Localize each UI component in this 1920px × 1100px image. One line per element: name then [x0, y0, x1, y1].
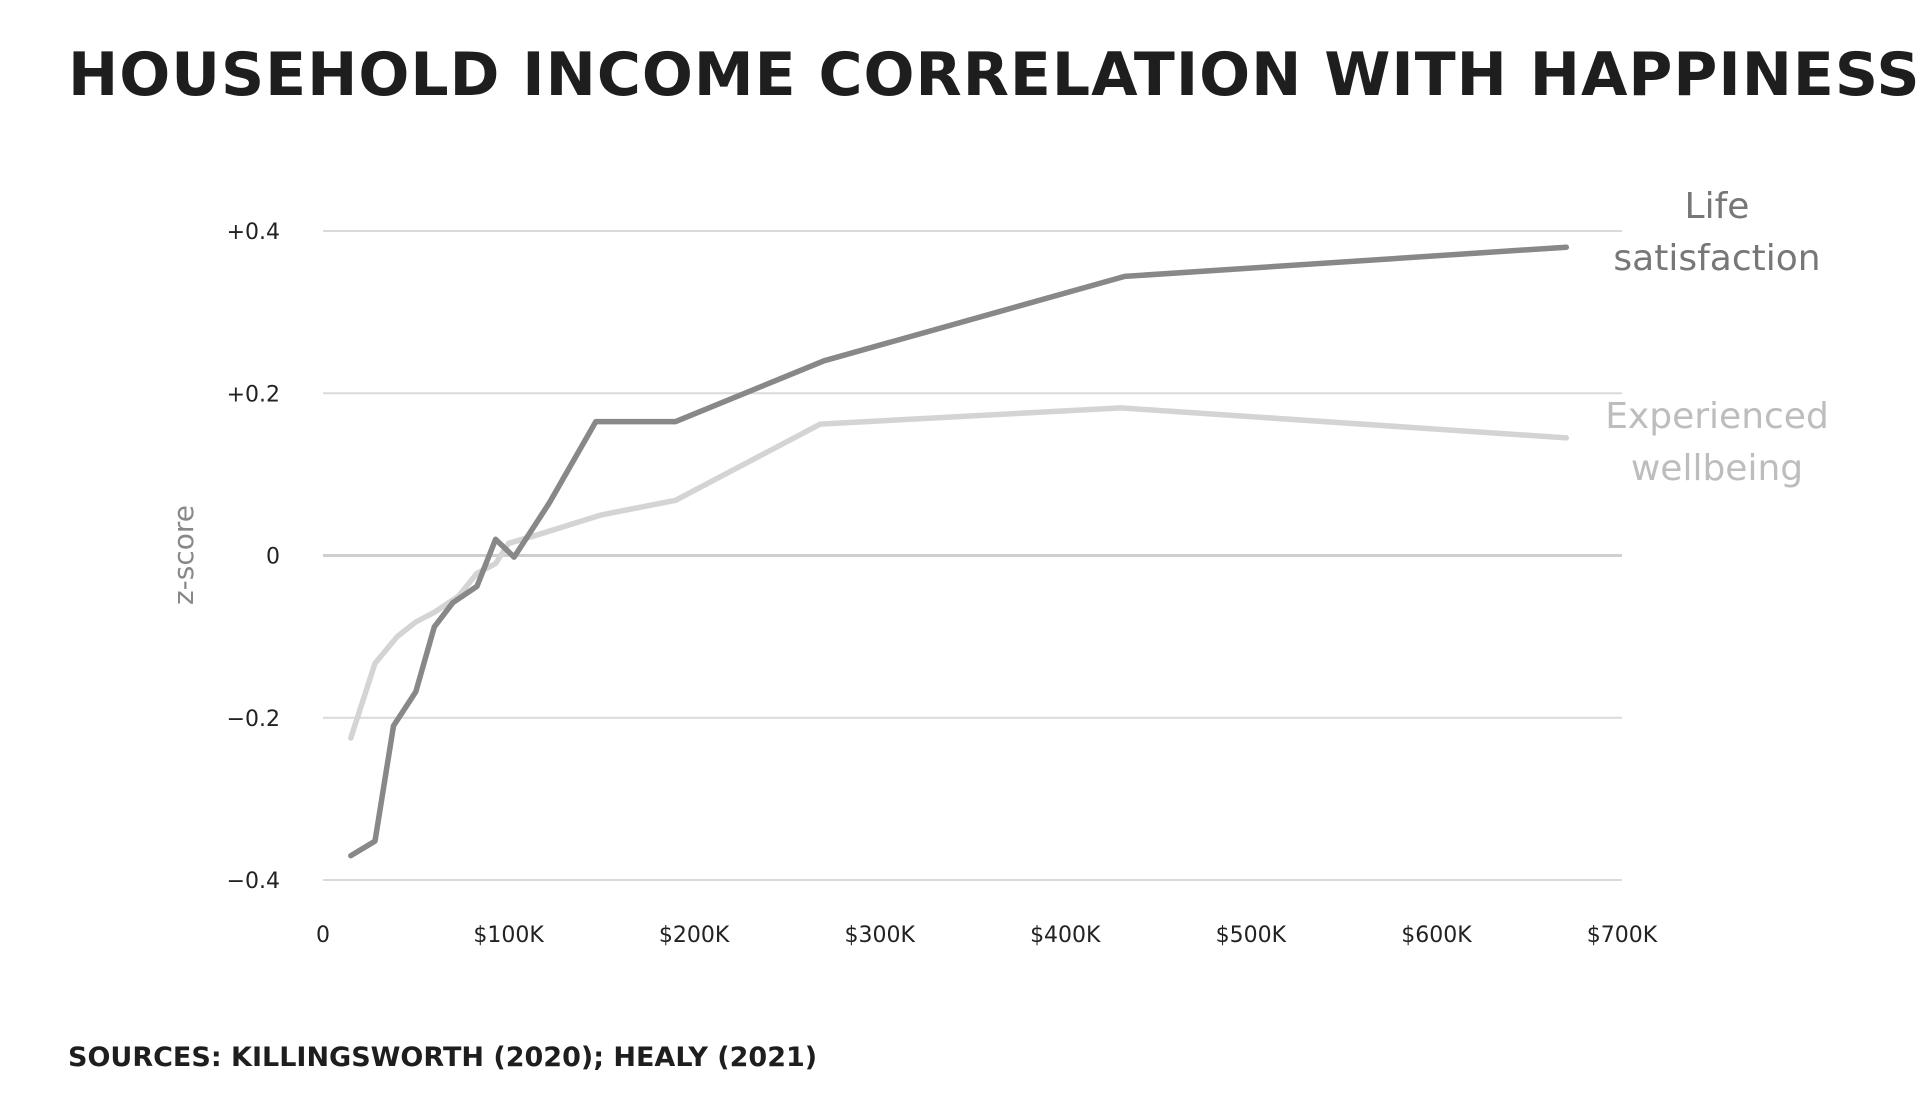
x-tick-labels: 0 $100K $200K $300K $400K $500K $600K $700K	[316, 923, 1658, 948]
y-tick-label: −0.2	[227, 707, 280, 732]
x-tick-label: $100K	[473, 923, 544, 948]
y-tick-label: +0.2	[227, 382, 280, 407]
x-tick-label: $300K	[845, 923, 916, 948]
grid-lines	[323, 230, 1622, 881]
series-label: Life satisfaction	[1613, 186, 1820, 279]
y-axis-label: z-score	[167, 505, 200, 605]
y-tick-label: +0.4	[227, 220, 280, 245]
x-tick-label: $200K	[659, 923, 730, 948]
y-tick-label: 0	[266, 545, 280, 570]
x-tick-label: $700K	[1587, 923, 1658, 948]
series-label: Experienced wellbeing	[1605, 396, 1829, 489]
series-line	[348, 405, 1570, 741]
x-tick-label: 0	[316, 923, 330, 948]
source-note: SOURCES: KILLINGSWORTH (2020); HEALY (20…	[68, 1042, 818, 1073]
series-labels: Life satisfaction Experienced wellbeing	[1605, 186, 1829, 489]
y-tick-labels: +0.4 +0.2 0 −0.2 −0.4	[227, 220, 280, 894]
x-tick-label: $400K	[1030, 923, 1101, 948]
x-tick-label: $500K	[1216, 923, 1287, 948]
chart-title: HOUSEHOLD INCOME CORRELATION WITH HAPPIN…	[68, 40, 1920, 110]
series-lines	[348, 244, 1570, 859]
series-line	[348, 244, 1570, 859]
y-tick-label: −0.4	[227, 869, 280, 894]
x-tick-label: $600K	[1401, 923, 1472, 948]
